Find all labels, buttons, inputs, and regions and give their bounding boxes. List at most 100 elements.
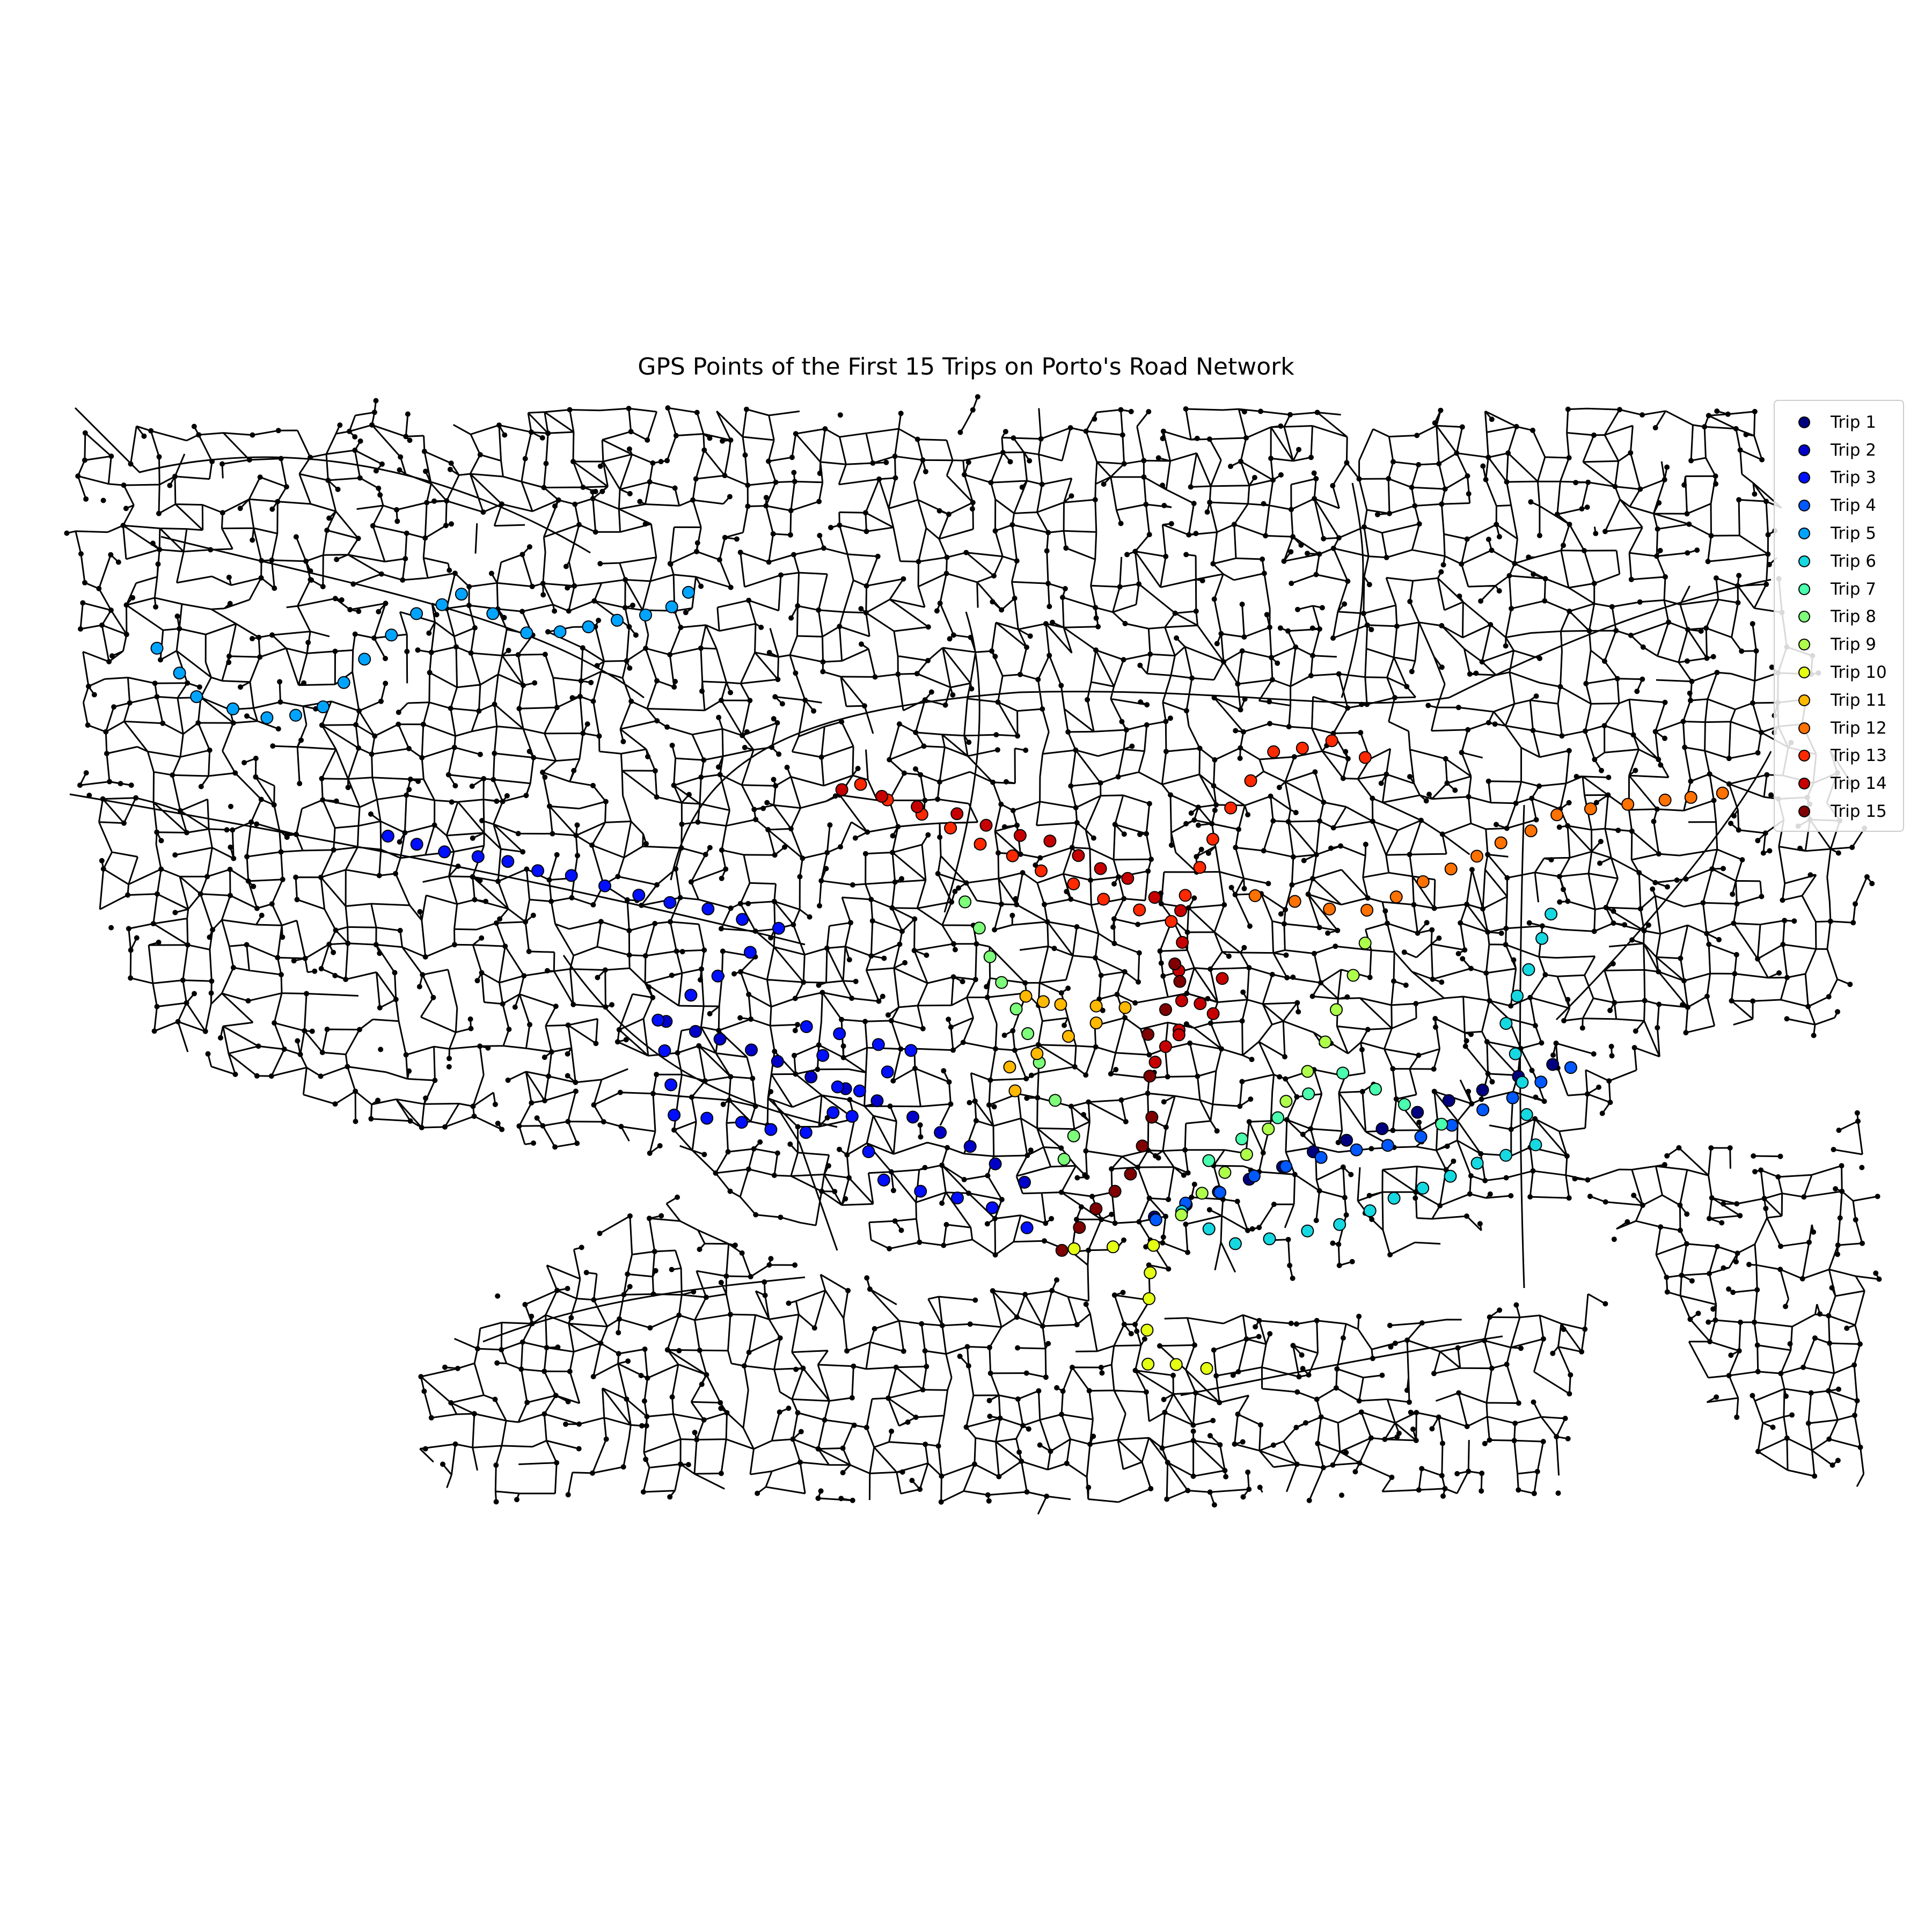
gps-point: [1381, 1139, 1394, 1152]
gps-point: [831, 1080, 844, 1094]
road-node-markers: [64, 394, 1882, 1508]
legend-marker: [1798, 583, 1810, 595]
legend-item-trip-12: Trip 12: [1782, 714, 1898, 742]
gps-point: [1106, 1240, 1119, 1254]
gps-point: [816, 1049, 830, 1062]
gps-point: [1323, 902, 1336, 916]
gps-point: [701, 902, 715, 916]
gps-point: [877, 1173, 890, 1187]
gps-point: [1358, 751, 1372, 764]
gps-point: [1398, 1098, 1411, 1111]
gps-point: [1411, 1106, 1424, 1119]
gps-point: [611, 613, 624, 627]
gps-point: [1067, 1242, 1081, 1255]
legend-item-trip-2: Trip 2: [1782, 436, 1898, 464]
gps-point: [1089, 1202, 1103, 1216]
gps-point: [317, 700, 330, 714]
legend-marker: [1798, 555, 1810, 567]
gps-point: [1369, 1082, 1382, 1096]
gps-point: [951, 1191, 964, 1205]
gps-point: [735, 1116, 748, 1129]
gps-point: [1194, 997, 1207, 1011]
gps-point: [1336, 1066, 1350, 1080]
trip-5-points: [150, 586, 695, 724]
gps-point: [1248, 889, 1262, 902]
gps-point: [989, 1157, 1002, 1170]
gps-point: [1235, 1132, 1248, 1146]
legend-item-trip-4: Trip 4: [1782, 492, 1898, 519]
gps-point: [190, 690, 203, 704]
gps-point: [904, 1044, 918, 1057]
legend-item-trip-13: Trip 13: [1782, 742, 1898, 770]
gps-point: [1037, 995, 1050, 1008]
legend-marker: [1798, 444, 1810, 456]
gps-point: [1148, 891, 1161, 904]
gps-point: [1240, 1148, 1253, 1161]
gps-point: [1147, 1239, 1160, 1252]
gps-point: [1003, 1060, 1016, 1074]
gps-point: [1179, 889, 1192, 902]
gps-point: [1330, 1003, 1343, 1016]
gps-point: [1511, 990, 1524, 1002]
gps-point: [1340, 1133, 1353, 1147]
gps-point: [1043, 835, 1057, 848]
legend-label: Trip 1: [1831, 412, 1876, 432]
gps-point: [531, 864, 545, 877]
gps-point: [963, 1140, 977, 1153]
road-network: [67, 396, 1880, 1515]
gps-point: [1159, 1003, 1172, 1016]
gps-point: [1057, 1153, 1071, 1166]
gps-point: [1267, 745, 1280, 758]
road-network-nodes: [64, 394, 1882, 1508]
gps-point: [1416, 1181, 1430, 1195]
legend-marker: [1798, 500, 1810, 512]
gps-point: [1216, 972, 1229, 985]
gps-point: [1435, 1117, 1448, 1131]
trip-4-points: [1149, 1061, 1577, 1226]
gps-point: [1346, 969, 1360, 982]
gps-point: [1143, 1070, 1157, 1083]
gps-point: [1136, 1139, 1149, 1153]
gps-point: [743, 946, 757, 959]
gps-point: [870, 1094, 884, 1108]
gps-point: [934, 1126, 947, 1139]
gps-point: [684, 989, 698, 1002]
gps-point: [771, 1055, 784, 1068]
map-title: GPS Points of the First 15 Trips on Port…: [638, 353, 1294, 380]
legend-marker: [1798, 472, 1810, 484]
gps-point: [1055, 1243, 1069, 1257]
gps-point: [1202, 1222, 1216, 1235]
gps-point: [1089, 999, 1103, 1013]
gps-point: [1124, 1167, 1137, 1181]
gps-point: [1444, 1169, 1457, 1183]
gps-point: [639, 609, 652, 621]
gps-point: [1143, 1292, 1155, 1305]
legend-marker: [1798, 694, 1810, 706]
gps-point: [979, 818, 993, 832]
gps-point: [1363, 1204, 1377, 1218]
gps-point: [995, 976, 1008, 989]
gps-point: [652, 1013, 665, 1027]
gps-point: [1333, 1218, 1346, 1231]
trip-3-points: [381, 830, 1034, 1234]
gps-point: [1414, 1130, 1428, 1144]
gps-point: [1387, 1191, 1401, 1205]
gps-point: [1509, 1047, 1522, 1060]
gps-point: [958, 895, 972, 909]
gps-point: [914, 1184, 927, 1198]
trip-10-points: [1067, 1239, 1213, 1375]
gps-point: [582, 620, 595, 633]
gps-point: [1094, 862, 1107, 875]
gps-point: [1389, 890, 1403, 904]
gps-point: [875, 789, 889, 803]
gps-point: [1049, 1094, 1062, 1107]
legend-item-trip-7: Trip 7: [1782, 575, 1898, 603]
gps-point: [410, 607, 423, 620]
gps-point: [337, 676, 350, 689]
gps-point: [1263, 1232, 1276, 1246]
trip-gps-points: [150, 586, 1729, 1375]
gps-point: [1716, 786, 1729, 800]
gps-point: [1499, 1017, 1513, 1030]
legend-marker: [1798, 806, 1810, 818]
